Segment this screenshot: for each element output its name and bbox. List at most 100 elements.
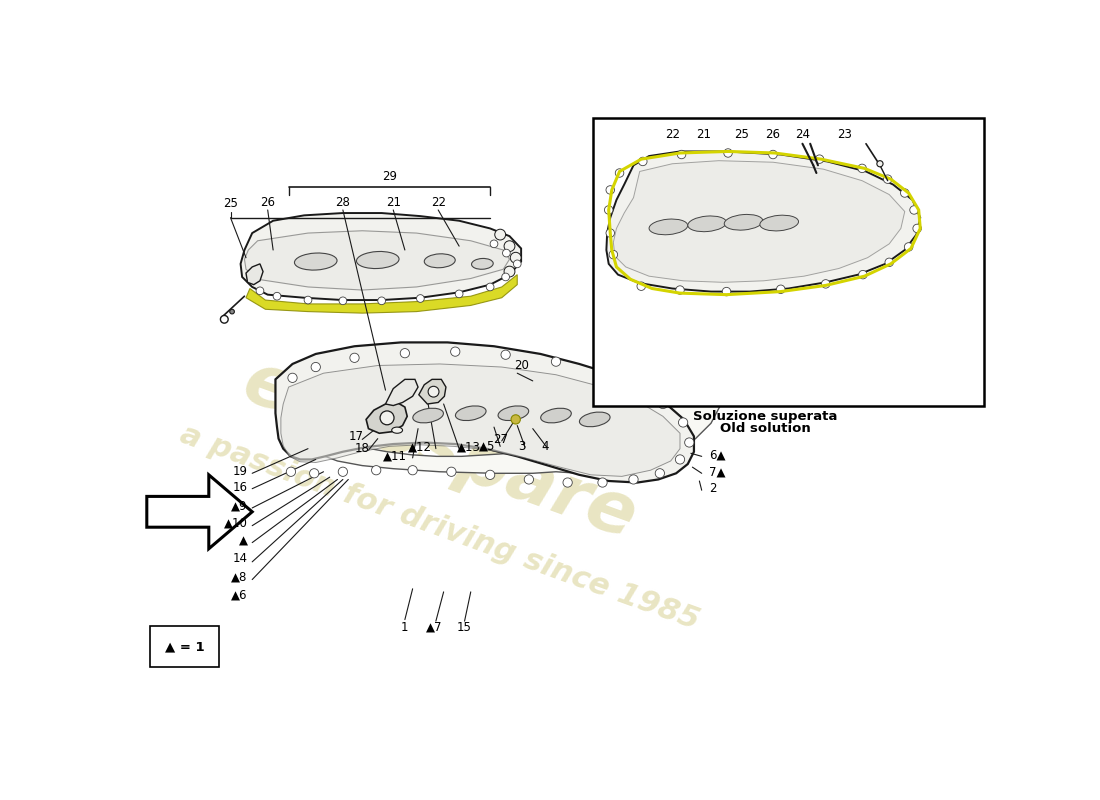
Circle shape xyxy=(910,206,918,214)
Polygon shape xyxy=(323,354,730,474)
Circle shape xyxy=(678,150,685,158)
Text: 20: 20 xyxy=(514,359,529,372)
Text: 4: 4 xyxy=(541,440,549,453)
Text: Soluzione superata: Soluzione superata xyxy=(693,410,837,423)
Circle shape xyxy=(485,470,495,479)
Text: 25: 25 xyxy=(735,128,749,141)
Circle shape xyxy=(455,290,463,298)
Circle shape xyxy=(563,478,572,487)
Text: eurospare: eurospare xyxy=(233,347,646,554)
Text: 22: 22 xyxy=(664,128,680,141)
Text: ▲11: ▲11 xyxy=(383,450,407,463)
Text: ▲: ▲ xyxy=(239,534,248,547)
Polygon shape xyxy=(275,342,694,482)
FancyBboxPatch shape xyxy=(150,626,219,667)
Circle shape xyxy=(883,175,892,183)
Circle shape xyxy=(629,475,638,484)
Text: 3: 3 xyxy=(518,440,526,453)
Text: 22: 22 xyxy=(431,196,446,209)
Text: ▲6: ▲6 xyxy=(231,589,248,602)
Circle shape xyxy=(491,240,498,248)
Circle shape xyxy=(598,478,607,487)
Text: ▲10: ▲10 xyxy=(223,517,248,530)
Circle shape xyxy=(350,353,359,362)
Circle shape xyxy=(675,455,684,464)
Text: ▲8: ▲8 xyxy=(231,570,248,584)
Circle shape xyxy=(769,150,778,158)
Text: 2: 2 xyxy=(710,482,717,495)
Circle shape xyxy=(311,362,320,372)
Circle shape xyxy=(495,230,506,240)
Text: 19: 19 xyxy=(232,466,248,478)
Circle shape xyxy=(604,206,613,214)
Circle shape xyxy=(551,357,561,366)
Ellipse shape xyxy=(455,406,486,421)
Text: 28: 28 xyxy=(336,196,350,209)
Polygon shape xyxy=(246,274,517,313)
Text: 1: 1 xyxy=(402,621,408,634)
Text: 21: 21 xyxy=(695,128,711,141)
Ellipse shape xyxy=(649,219,688,234)
Ellipse shape xyxy=(760,215,799,231)
Circle shape xyxy=(502,273,509,281)
Circle shape xyxy=(858,164,867,173)
Ellipse shape xyxy=(412,408,443,423)
Circle shape xyxy=(504,266,515,277)
Circle shape xyxy=(514,260,521,268)
Ellipse shape xyxy=(541,408,571,423)
Ellipse shape xyxy=(580,412,611,426)
Circle shape xyxy=(596,369,606,378)
Text: ▲5: ▲5 xyxy=(480,439,495,452)
Circle shape xyxy=(675,286,684,294)
Text: 18: 18 xyxy=(355,442,370,455)
Circle shape xyxy=(273,292,280,300)
Text: 6▲: 6▲ xyxy=(710,448,726,462)
Text: 26: 26 xyxy=(766,128,781,141)
Circle shape xyxy=(500,350,510,359)
Circle shape xyxy=(230,310,234,314)
Circle shape xyxy=(679,418,688,427)
Ellipse shape xyxy=(472,258,493,270)
Text: ▲7: ▲7 xyxy=(426,621,442,634)
Text: 26: 26 xyxy=(261,196,275,209)
Ellipse shape xyxy=(371,412,400,426)
Circle shape xyxy=(822,280,830,288)
Circle shape xyxy=(656,469,664,478)
Polygon shape xyxy=(419,379,446,404)
Polygon shape xyxy=(385,379,418,406)
Circle shape xyxy=(381,411,394,425)
Text: 16: 16 xyxy=(232,481,248,494)
Polygon shape xyxy=(241,213,521,300)
Circle shape xyxy=(309,469,319,478)
Circle shape xyxy=(606,186,615,194)
Circle shape xyxy=(338,467,348,476)
Circle shape xyxy=(684,438,694,447)
Polygon shape xyxy=(614,161,904,282)
Text: 24: 24 xyxy=(795,128,810,141)
Circle shape xyxy=(377,297,385,305)
Text: 23: 23 xyxy=(837,128,851,141)
Polygon shape xyxy=(146,475,252,549)
Text: ▲13: ▲13 xyxy=(456,441,481,454)
Circle shape xyxy=(913,224,922,233)
Polygon shape xyxy=(280,364,680,476)
Circle shape xyxy=(339,297,346,305)
Circle shape xyxy=(372,466,381,475)
Circle shape xyxy=(815,155,824,163)
Circle shape xyxy=(525,475,533,484)
Ellipse shape xyxy=(295,253,337,270)
Polygon shape xyxy=(366,402,407,434)
Ellipse shape xyxy=(356,251,399,269)
Circle shape xyxy=(428,386,439,397)
Circle shape xyxy=(723,287,730,296)
Circle shape xyxy=(859,270,867,279)
Polygon shape xyxy=(244,230,509,290)
Circle shape xyxy=(877,161,883,167)
Circle shape xyxy=(451,347,460,356)
Ellipse shape xyxy=(498,406,529,421)
Polygon shape xyxy=(246,264,263,285)
Circle shape xyxy=(609,250,617,259)
Text: 15: 15 xyxy=(458,621,472,634)
Text: 7▲: 7▲ xyxy=(710,466,726,478)
Text: 25: 25 xyxy=(223,198,238,210)
